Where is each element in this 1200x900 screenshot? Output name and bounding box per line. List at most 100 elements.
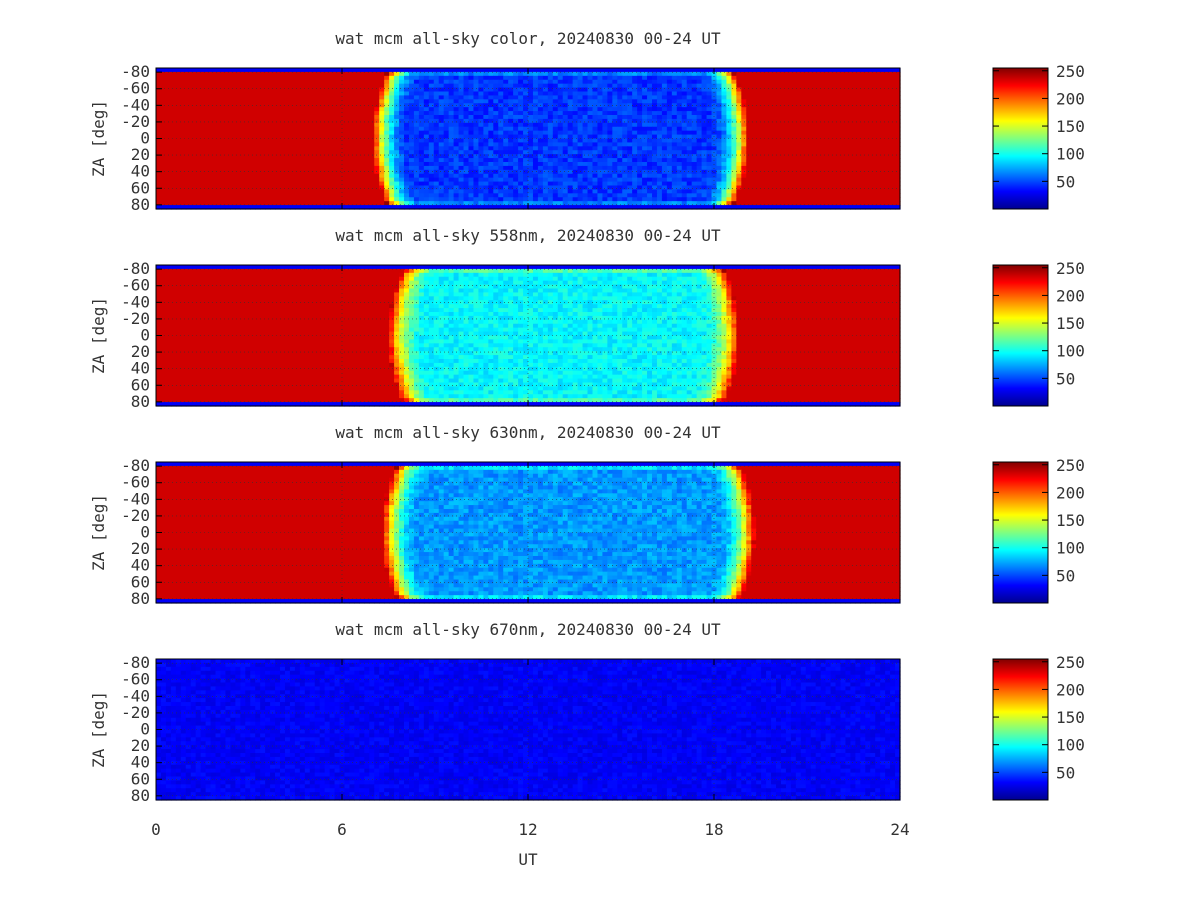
heatmap-cell — [324, 126, 331, 132]
heatmap-cell — [706, 146, 713, 151]
heatmap-cell — [795, 185, 802, 191]
heatmap-cell — [562, 95, 569, 100]
heatmap-cell — [463, 134, 470, 140]
heatmap-cell — [676, 91, 683, 97]
heatmap-cell — [547, 189, 554, 194]
heatmap-cell — [349, 150, 355, 155]
heatmap-cell — [384, 91, 390, 97]
heatmap-cell — [830, 169, 837, 175]
heatmap-cell — [537, 165, 544, 171]
heatmap-cell — [805, 158, 812, 163]
heatmap-cell — [696, 185, 703, 191]
heatmap-cell — [220, 158, 227, 163]
heatmap-cell — [587, 134, 594, 140]
heatmap-cell — [354, 75, 360, 81]
heatmap-cell — [532, 150, 539, 155]
heatmap-cell — [399, 181, 405, 187]
heatmap-cell — [617, 165, 623, 171]
heatmap-cell — [706, 122, 713, 128]
heatmap-cell — [304, 146, 311, 151]
heatmap-cell — [656, 177, 663, 183]
heatmap-cell — [265, 150, 271, 155]
heatmap-cell — [309, 177, 316, 183]
heatmap-cell — [532, 122, 539, 128]
heatmap-cell — [289, 158, 296, 163]
heatmap-cell — [334, 118, 341, 124]
heatmap-cell — [716, 185, 723, 191]
heatmap-cell — [245, 115, 251, 120]
heatmap-cell — [185, 181, 192, 187]
heatmap-cell — [741, 111, 747, 116]
heatmap-cell — [597, 115, 603, 120]
heatmap-cell — [433, 162, 440, 167]
heatmap-cell — [334, 197, 341, 202]
heatmap-cell — [582, 169, 589, 175]
heatmap-cell — [840, 185, 847, 191]
heatmap-cell — [637, 158, 643, 163]
heatmap-cell — [676, 87, 683, 93]
heatmap-cell — [334, 189, 341, 194]
heatmap-cell — [270, 173, 276, 179]
heatmap-cell — [587, 177, 594, 183]
heatmap-cell — [468, 169, 475, 175]
heatmap-cell — [870, 71, 876, 77]
heatmap-cell — [691, 173, 698, 179]
heatmap-cell — [632, 154, 638, 159]
heatmap-cell — [319, 181, 326, 187]
heatmap-cell — [542, 169, 549, 175]
heatmap-cell — [587, 118, 594, 124]
heatmap-cell — [165, 68, 172, 73]
heatmap-cell — [304, 189, 311, 194]
heatmap-cell — [780, 146, 787, 151]
heatmap-cell — [642, 150, 648, 155]
heatmap-cell — [294, 185, 301, 191]
heatmap-cell — [528, 142, 534, 147]
heatmap-cell — [175, 177, 182, 183]
heatmap-cell — [736, 181, 742, 187]
heatmap-cell — [473, 185, 479, 191]
heatmap-cell — [607, 181, 613, 187]
heatmap-cell — [895, 71, 901, 77]
heatmap-cell — [210, 122, 217, 128]
heatmap-cell — [329, 181, 336, 187]
heatmap-cell — [319, 75, 326, 81]
heatmap-cell — [835, 193, 842, 198]
heatmap-cell — [756, 146, 762, 151]
heatmap-cell — [284, 134, 291, 140]
heatmap-cell — [785, 189, 792, 194]
heatmap-cell — [820, 99, 827, 104]
heatmap-cell — [180, 83, 187, 89]
heatmap-cell — [478, 126, 484, 132]
heatmap-cell — [518, 134, 524, 140]
heatmap-cell — [622, 71, 628, 77]
heatmap-cell — [170, 83, 177, 89]
heatmap-cell — [671, 95, 678, 100]
heatmap-cell — [319, 115, 326, 120]
heatmap-cell — [572, 165, 579, 171]
heatmap-cell — [160, 138, 167, 144]
heatmap-cell — [726, 169, 732, 175]
heatmap-cell — [488, 103, 494, 108]
heatmap-cell — [275, 181, 281, 187]
heatmap-cell — [220, 185, 227, 191]
heatmap-cell — [547, 142, 554, 147]
heatmap-cell — [860, 158, 866, 163]
heatmap-cell — [890, 118, 896, 124]
heatmap-cell — [701, 142, 708, 147]
heatmap-cell — [706, 115, 713, 120]
heatmap-cell — [205, 134, 212, 140]
heatmap-cell — [275, 87, 281, 93]
heatmap-cell — [170, 138, 177, 144]
heatmap-cell — [622, 138, 628, 144]
heatmap-cell — [413, 193, 420, 198]
heatmap-cell — [810, 71, 817, 77]
heatmap-cell — [696, 118, 703, 124]
heatmap-cell — [523, 177, 529, 183]
heatmap-cell — [265, 162, 271, 167]
heatmap-cell — [473, 122, 479, 128]
heatmap-cell — [741, 138, 747, 144]
heatmap-cell — [706, 193, 713, 198]
heatmap-cell — [235, 122, 241, 128]
heatmap-cell — [532, 162, 539, 167]
heatmap-cell — [185, 146, 192, 151]
